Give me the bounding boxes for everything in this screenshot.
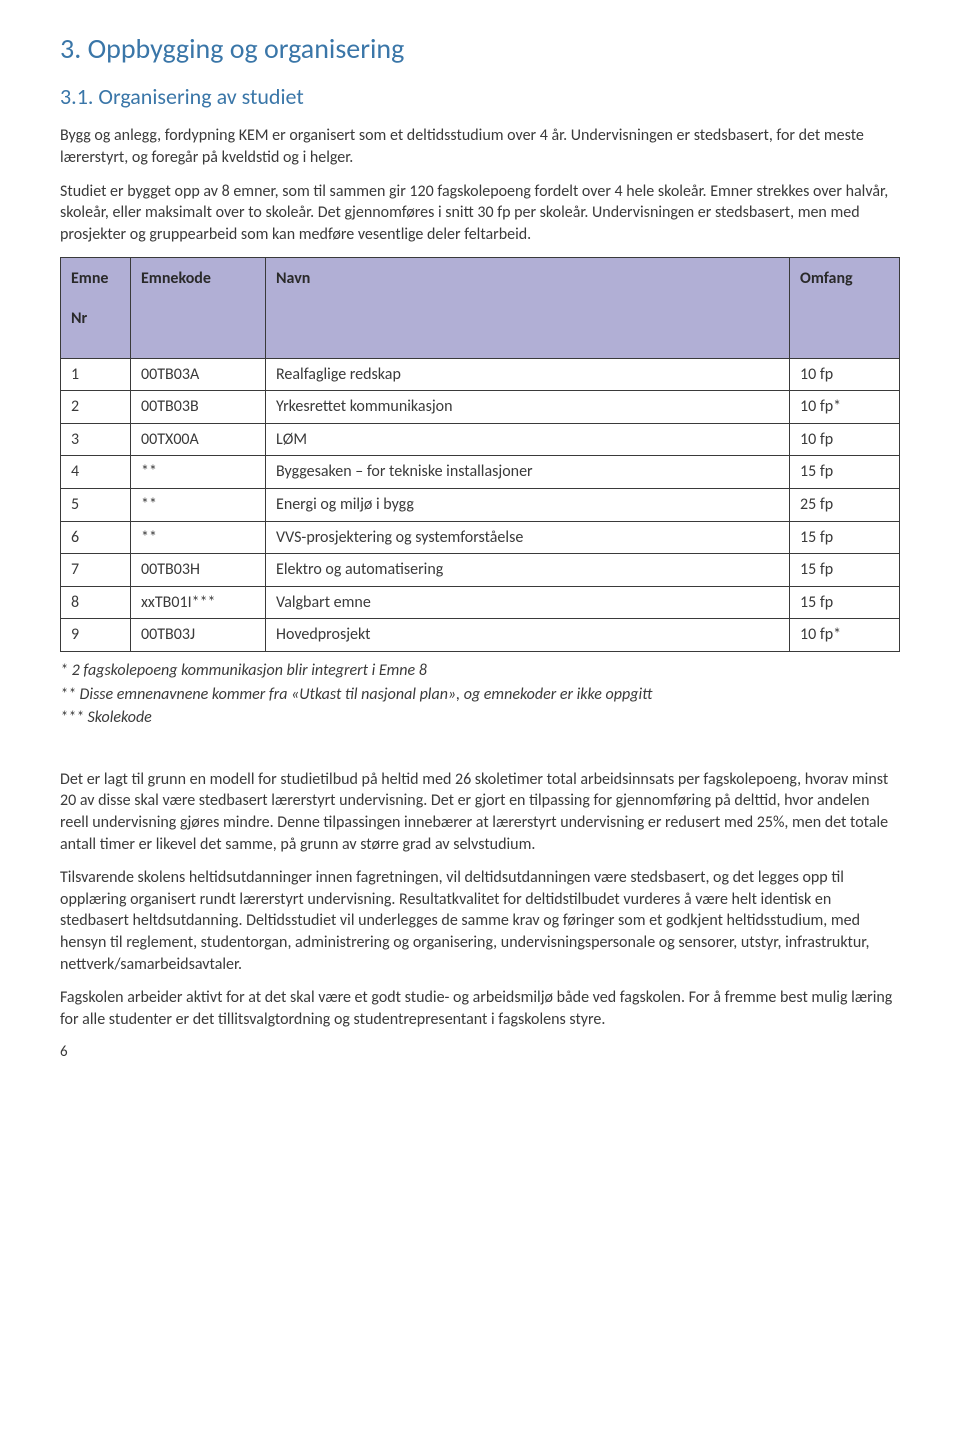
table-cell-navn: Byggesaken – for tekniske installasjoner (266, 456, 790, 489)
page-number: 6 (60, 1042, 900, 1062)
table-cell-omfang: 15 fp (790, 456, 900, 489)
table-header-row: Emne Nr Emnekode Navn Omfang (61, 258, 900, 358)
table-cell-code: 00TB03B (131, 391, 266, 424)
table-header-navn: Navn (266, 258, 790, 358)
table-cell-nr: 3 (61, 423, 131, 456)
table-row: 900TB03JHovedprosjekt10 fp* (61, 619, 900, 652)
table-footnotes: * 2 fagskolepoeng kommunikasjon blir int… (60, 660, 900, 729)
table-row: 200TB03BYrkesrettet kommunikasjon10 fp* (61, 391, 900, 424)
body-paragraph-5: Fagskolen arbeider aktivt for at det ska… (60, 987, 900, 1030)
table-row: 5**Energi og miljø i bygg25 fp (61, 489, 900, 522)
table-cell-omfang: 10 fp (790, 423, 900, 456)
table-cell-navn: Elektro og automatisering (266, 554, 790, 587)
table-cell-nr: 8 (61, 586, 131, 619)
table-row: 4**Byggesaken – for tekniske installasjo… (61, 456, 900, 489)
table-header-omfang: Omfang (790, 258, 900, 358)
table-cell-code: ** (131, 456, 266, 489)
table-cell-nr: 1 (61, 358, 131, 391)
body-paragraph-3: Det er lagt til grunn en modell for stud… (60, 769, 900, 855)
body-paragraph-4: Tilsvarende skolens heltidsutdanninger i… (60, 867, 900, 975)
table-cell-navn: Energi og miljø i bygg (266, 489, 790, 522)
table-cell-navn: VVS-prosjektering og systemforståelse (266, 521, 790, 554)
table-header-nr: Emne Nr (61, 258, 131, 358)
table-cell-nr: 2 (61, 391, 131, 424)
table-cell-nr: 5 (61, 489, 131, 522)
table-cell-omfang: 25 fp (790, 489, 900, 522)
table-header-emnekode: Emnekode (131, 258, 266, 358)
table-cell-omfang: 10 fp* (790, 619, 900, 652)
table-cell-nr: 7 (61, 554, 131, 587)
table-cell-navn: Yrkesrettet kommunikasjon (266, 391, 790, 424)
table-cell-navn: Valgbart emne (266, 586, 790, 619)
intro-paragraph-2: Studiet er bygget opp av 8 emner, som ti… (60, 181, 900, 246)
table-row: 100TB03ARealfaglige redskap10 fp (61, 358, 900, 391)
table-row: 700TB03HElektro og automatisering15 fp (61, 554, 900, 587)
section-heading: 3. Oppbygging og organisering (60, 30, 900, 68)
table-cell-nr: 6 (61, 521, 131, 554)
table-cell-code: 00TX00A (131, 423, 266, 456)
table-cell-omfang: 15 fp (790, 521, 900, 554)
table-cell-navn: LØM (266, 423, 790, 456)
table-cell-code: 00TB03H (131, 554, 266, 587)
table-cell-nr: 9 (61, 619, 131, 652)
table-row: 300TX00ALØM10 fp (61, 423, 900, 456)
table-cell-code: xxTB01I*** (131, 586, 266, 619)
footnote-2: ** Disse emnenavnene kommer fra «Utkast … (60, 684, 900, 706)
footnote-3: *** Skolekode (60, 707, 900, 729)
table-cell-code: ** (131, 489, 266, 522)
subsection-heading: 3.1. Organisering av studiet (60, 82, 900, 112)
table-row: 6**VVS-prosjektering og systemforståelse… (61, 521, 900, 554)
intro-paragraph-1: Bygg og anlegg, fordypning KEM er organi… (60, 125, 900, 168)
table-header-nr-label: Nr (71, 309, 87, 328)
table-cell-code: 00TB03A (131, 358, 266, 391)
table-cell-omfang: 10 fp (790, 358, 900, 391)
table-header-emne-label: Emne (71, 268, 120, 290)
table-cell-omfang: 15 fp (790, 554, 900, 587)
table-cell-omfang: 10 fp* (790, 391, 900, 424)
table-cell-code: ** (131, 521, 266, 554)
table-cell-code: 00TB03J (131, 619, 266, 652)
table-cell-navn: Hovedprosjekt (266, 619, 790, 652)
course-table: Emne Nr Emnekode Navn Omfang 100TB03ARea… (60, 257, 900, 652)
table-row: 8xxTB01I***Valgbart emne15 fp (61, 586, 900, 619)
table-cell-navn: Realfaglige redskap (266, 358, 790, 391)
table-cell-nr: 4 (61, 456, 131, 489)
footnote-1: * 2 fagskolepoeng kommunikasjon blir int… (60, 660, 900, 682)
table-cell-omfang: 15 fp (790, 586, 900, 619)
